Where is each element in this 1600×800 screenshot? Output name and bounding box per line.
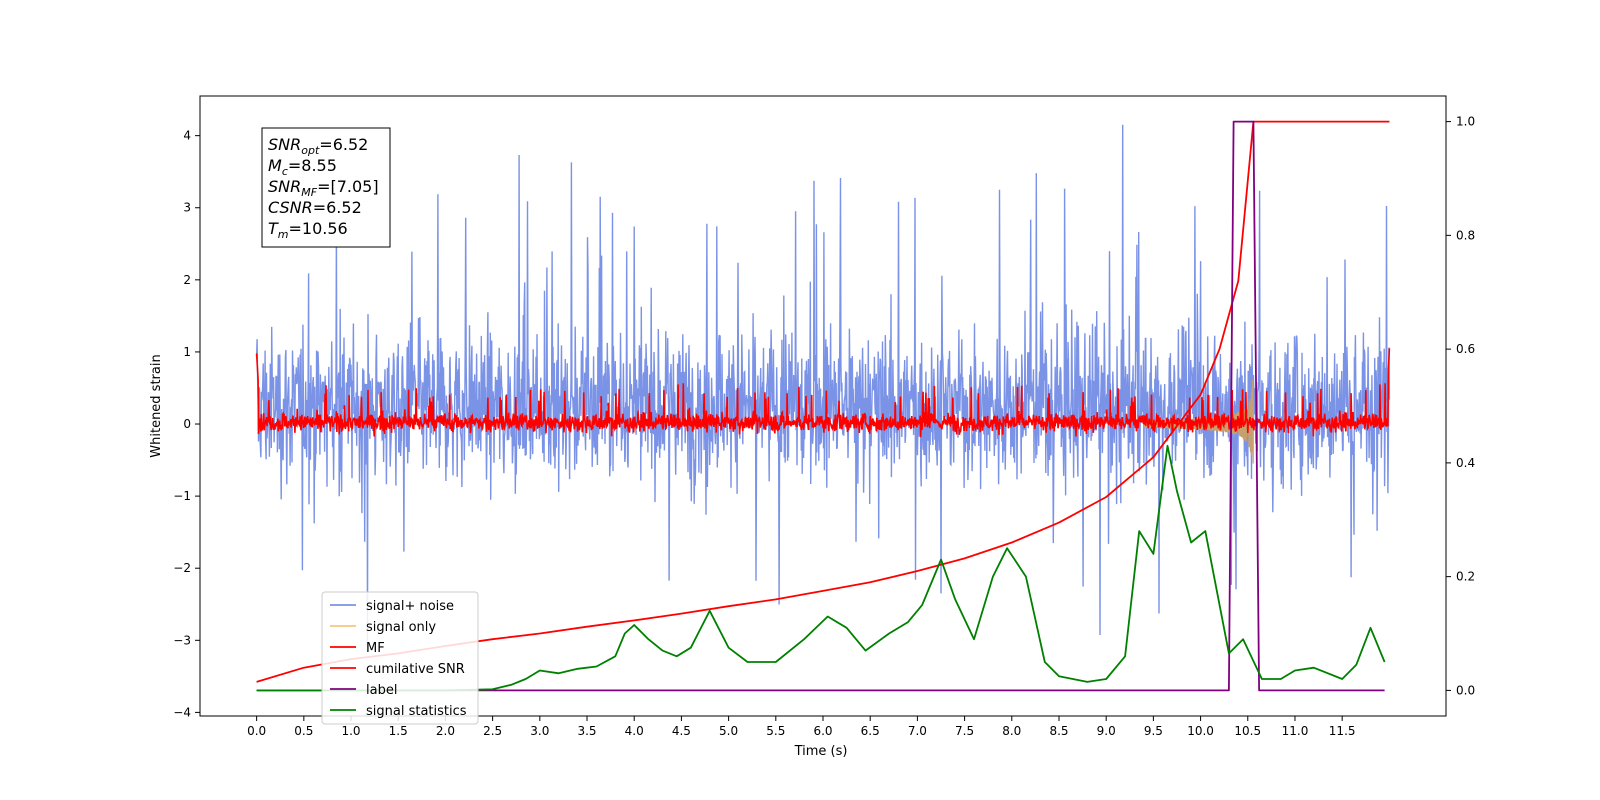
y-axis-right: 1.0 0.8 0.6 0.4 0.2 0.0 [1446, 115, 1475, 697]
y-axis-label: Whitened strain [149, 354, 164, 457]
y-axis-left: 4 3 2 1 0 −1 −2 −3 −4 [173, 129, 200, 719]
legend-label: cumilative SNR [366, 662, 465, 677]
x-tick-label: 2.5 [483, 724, 502, 738]
legend: signal+ noise signal only MF cumilative SNR… [321, 591, 479, 725]
legend-frame [321, 591, 479, 725]
series-signal-noise [255, 124, 1391, 646]
y-tick-label: −2 [173, 561, 191, 575]
legend-label: label [366, 683, 397, 698]
info-line: CSNR=6.52 [268, 198, 362, 217]
series-mf [255, 348, 1391, 438]
y-tick-label: −4 [173, 705, 191, 719]
x-tick-label: 9.5 [1144, 724, 1163, 738]
y2-tick-label: 0.0 [1456, 683, 1475, 697]
info-box-frame [261, 127, 391, 248]
x-tick-label: 0.0 [247, 724, 266, 738]
info-line: Tm=10.56 [268, 219, 348, 241]
series-signal-only [1143, 379, 1254, 464]
x-tick-label: 4.5 [672, 724, 691, 738]
info-line: SNRMF=[7.05] [268, 177, 379, 199]
legend-label: signal only [366, 620, 436, 635]
info-line: Mc=8.55 [268, 156, 337, 178]
x-tick-label: 11.0 [1282, 724, 1309, 738]
y2-tick-label: 0.8 [1456, 228, 1475, 242]
y-tick-label: 1 [183, 345, 191, 359]
x-axis-label: Time (s) [794, 744, 848, 759]
series-label [256, 120, 1385, 692]
y-tick-label: 4 [183, 129, 191, 143]
y-tick-label: 2 [183, 273, 191, 287]
x-tick-label: 10.0 [1187, 724, 1214, 738]
x-tick-label: 11.5 [1329, 724, 1356, 738]
x-tick-label: 8.5 [1049, 724, 1068, 738]
y-tick-label: −1 [173, 489, 191, 503]
y2-tick-label: 0.2 [1456, 570, 1475, 584]
legend-label: signal statistics [366, 704, 467, 719]
y2-tick-label: 1.0 [1456, 115, 1475, 129]
x-tick-label: 6.5 [861, 724, 880, 738]
x-tick-label: 3.5 [577, 724, 596, 738]
x-tick-label: 1.0 [341, 724, 360, 738]
y2-tick-label: 0.6 [1456, 342, 1475, 356]
x-tick-label: 5.5 [766, 724, 785, 738]
x-tick-label: 10.5 [1234, 724, 1261, 738]
x-tick-label: 1.5 [389, 724, 408, 738]
x-tick-label: 6.0 [813, 724, 832, 738]
x-tick-label: 5.0 [719, 724, 738, 738]
y-tick-label: 0 [183, 417, 191, 431]
x-tick-label: 7.0 [908, 724, 927, 738]
legend-label: signal+ noise [366, 599, 454, 614]
x-tick-label: 7.5 [955, 724, 974, 738]
x-tick-label: 4.0 [625, 724, 644, 738]
series-signal-statistics [256, 444, 1386, 692]
x-tick-label: 3.0 [530, 724, 549, 738]
x-tick-label: 9.0 [1097, 724, 1116, 738]
x-tick-label: 2.0 [436, 724, 455, 738]
legend-label: MF [366, 641, 385, 656]
x-axis: 0.0 0.5 1.0 1.5 2.0 2.5 3.0 3.5 4.0 4.5 5.0 5.5 6.0 6… [247, 716, 1356, 738]
y2-tick-label: 0.4 [1456, 456, 1475, 470]
info-line: SNRopt=6.52 [268, 135, 368, 157]
x-tick-label: 8.0 [1002, 724, 1021, 738]
x-tick-label: 0.5 [294, 724, 313, 738]
y-tick-label: −3 [173, 633, 191, 647]
y-tick-label: 3 [183, 201, 191, 215]
